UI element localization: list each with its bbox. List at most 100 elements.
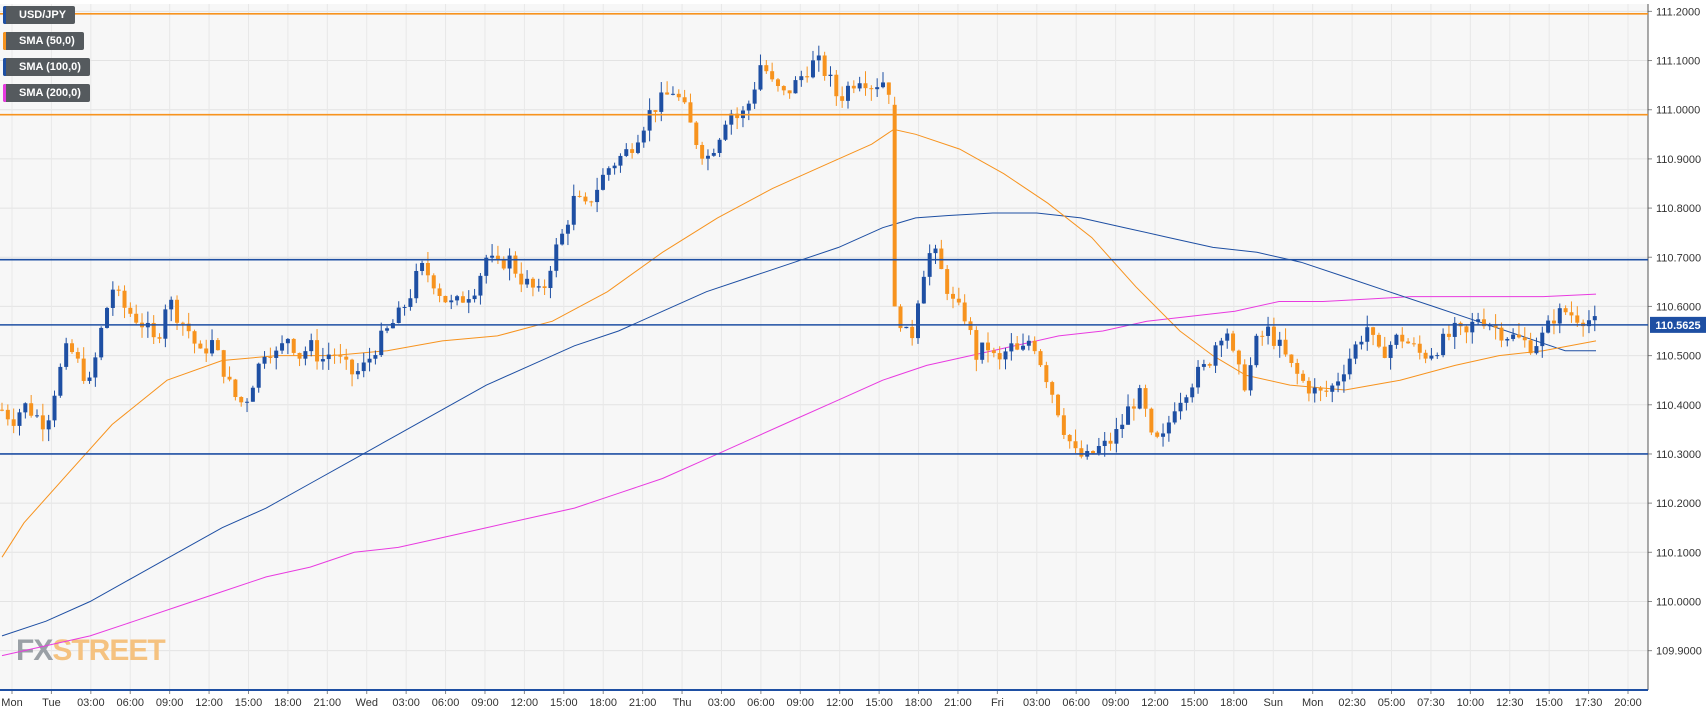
candle-body [1289,354,1294,363]
candle-body [1021,345,1026,350]
candle-body [770,71,775,80]
candle-body [1406,341,1411,344]
candle-body [1435,355,1440,357]
y-tick-label: 109.9000 [1656,646,1702,658]
x-tick-label: 12:00 [1141,697,1169,709]
x-tick-label: 09:00 [471,697,499,709]
candle-body [157,337,162,339]
candle-body [344,356,349,360]
candle-body [1079,448,1084,457]
candle-body [1423,352,1428,359]
y-tick-label: 111.2000 [1656,6,1700,18]
candle-body [700,144,705,159]
candle-body [507,255,512,269]
candle-body [472,295,477,300]
candle-body [1207,364,1212,366]
candle-body [501,258,506,269]
candle-body [577,195,582,197]
candle-body [845,85,850,101]
legend: USD/JPY SMA (50,0) SMA (100,0) SMA (200,… [3,6,90,110]
candle-body [1411,343,1416,345]
legend-item-sma50[interactable]: SMA (50,0) [3,32,84,50]
x-tick-label: 09:00 [787,697,815,709]
candle-body [1347,358,1352,375]
candle-body [1190,387,1195,398]
x-tick-label: 18:00 [1220,697,1248,709]
candle-body [210,340,215,354]
candle-body [338,355,343,357]
candle-body [1540,332,1545,347]
x-tick-label: 15:00 [235,697,263,709]
candle-body [1102,440,1107,446]
candle-body [239,397,244,403]
candle-body [215,340,220,351]
candle-body [1271,326,1276,346]
legend-item-sma100[interactable]: SMA (100,0) [3,58,90,76]
x-tick-label: 02:30 [1338,697,1366,709]
x-tick-label: 12:00 [195,697,223,709]
candle-body [799,76,804,81]
candle-body [933,248,938,254]
candle-body [682,97,687,103]
y-tick-label: 110.3000 [1656,449,1701,461]
candle-body [775,79,780,87]
candle-body [1277,339,1282,346]
candle-body [758,65,763,90]
candle-body [1306,380,1311,394]
candle-body [23,403,28,413]
candle-body [204,348,209,354]
candle-body [1260,335,1265,337]
y-tick-label: 110.7000 [1656,252,1701,264]
candle-body [1172,411,1177,423]
candle-body [1487,325,1492,327]
legend-item-sma200[interactable]: SMA (200,0) [3,84,90,102]
candle-body [1388,344,1393,358]
x-tick-label: 21:00 [629,697,657,709]
candle-body [396,307,401,324]
candle-body [1575,315,1580,323]
legend-swatch [3,58,6,76]
x-tick-label: Thu [673,697,692,709]
candle-body [1324,390,1329,392]
candle-body [618,155,623,166]
legend-item-usdjpy[interactable]: USD/JPY [3,6,76,24]
candle-body [1003,351,1008,360]
candle-body [169,299,174,310]
legend-label: SMA (50,0) [19,35,75,47]
x-tick-label: 15:00 [865,697,893,709]
candle-body [787,90,792,94]
x-tick-label: 18:00 [274,697,302,709]
candle-body [46,420,51,430]
candle-body [1091,451,1096,454]
candle-body [116,289,121,291]
candle-body [1038,351,1043,366]
candle-body [857,83,862,89]
candle-body [1114,429,1119,444]
candle-body [1184,397,1189,403]
x-tick-label: 15:00 [1181,697,1209,709]
candle-body [0,409,4,411]
candle-body [1516,334,1521,338]
candle-body [886,82,891,95]
candle-body [1511,334,1516,339]
candle-body [1569,312,1574,316]
candle-body [951,293,956,299]
candle-body [717,139,722,153]
candle-body [735,113,740,119]
candle-body [58,366,63,396]
candle-body [1143,388,1148,409]
candle-body [1359,341,1364,345]
candle-body [420,262,425,271]
candle-body [851,85,856,89]
candle-body [1464,326,1469,333]
candle-body [945,269,950,294]
candle-body [1231,333,1236,351]
candle-body [332,354,337,356]
candle-body [1283,339,1288,355]
candle-body [974,330,979,360]
candle-body [1126,406,1131,425]
candle-body [723,124,728,140]
x-tick-label: Mon [1302,697,1323,709]
